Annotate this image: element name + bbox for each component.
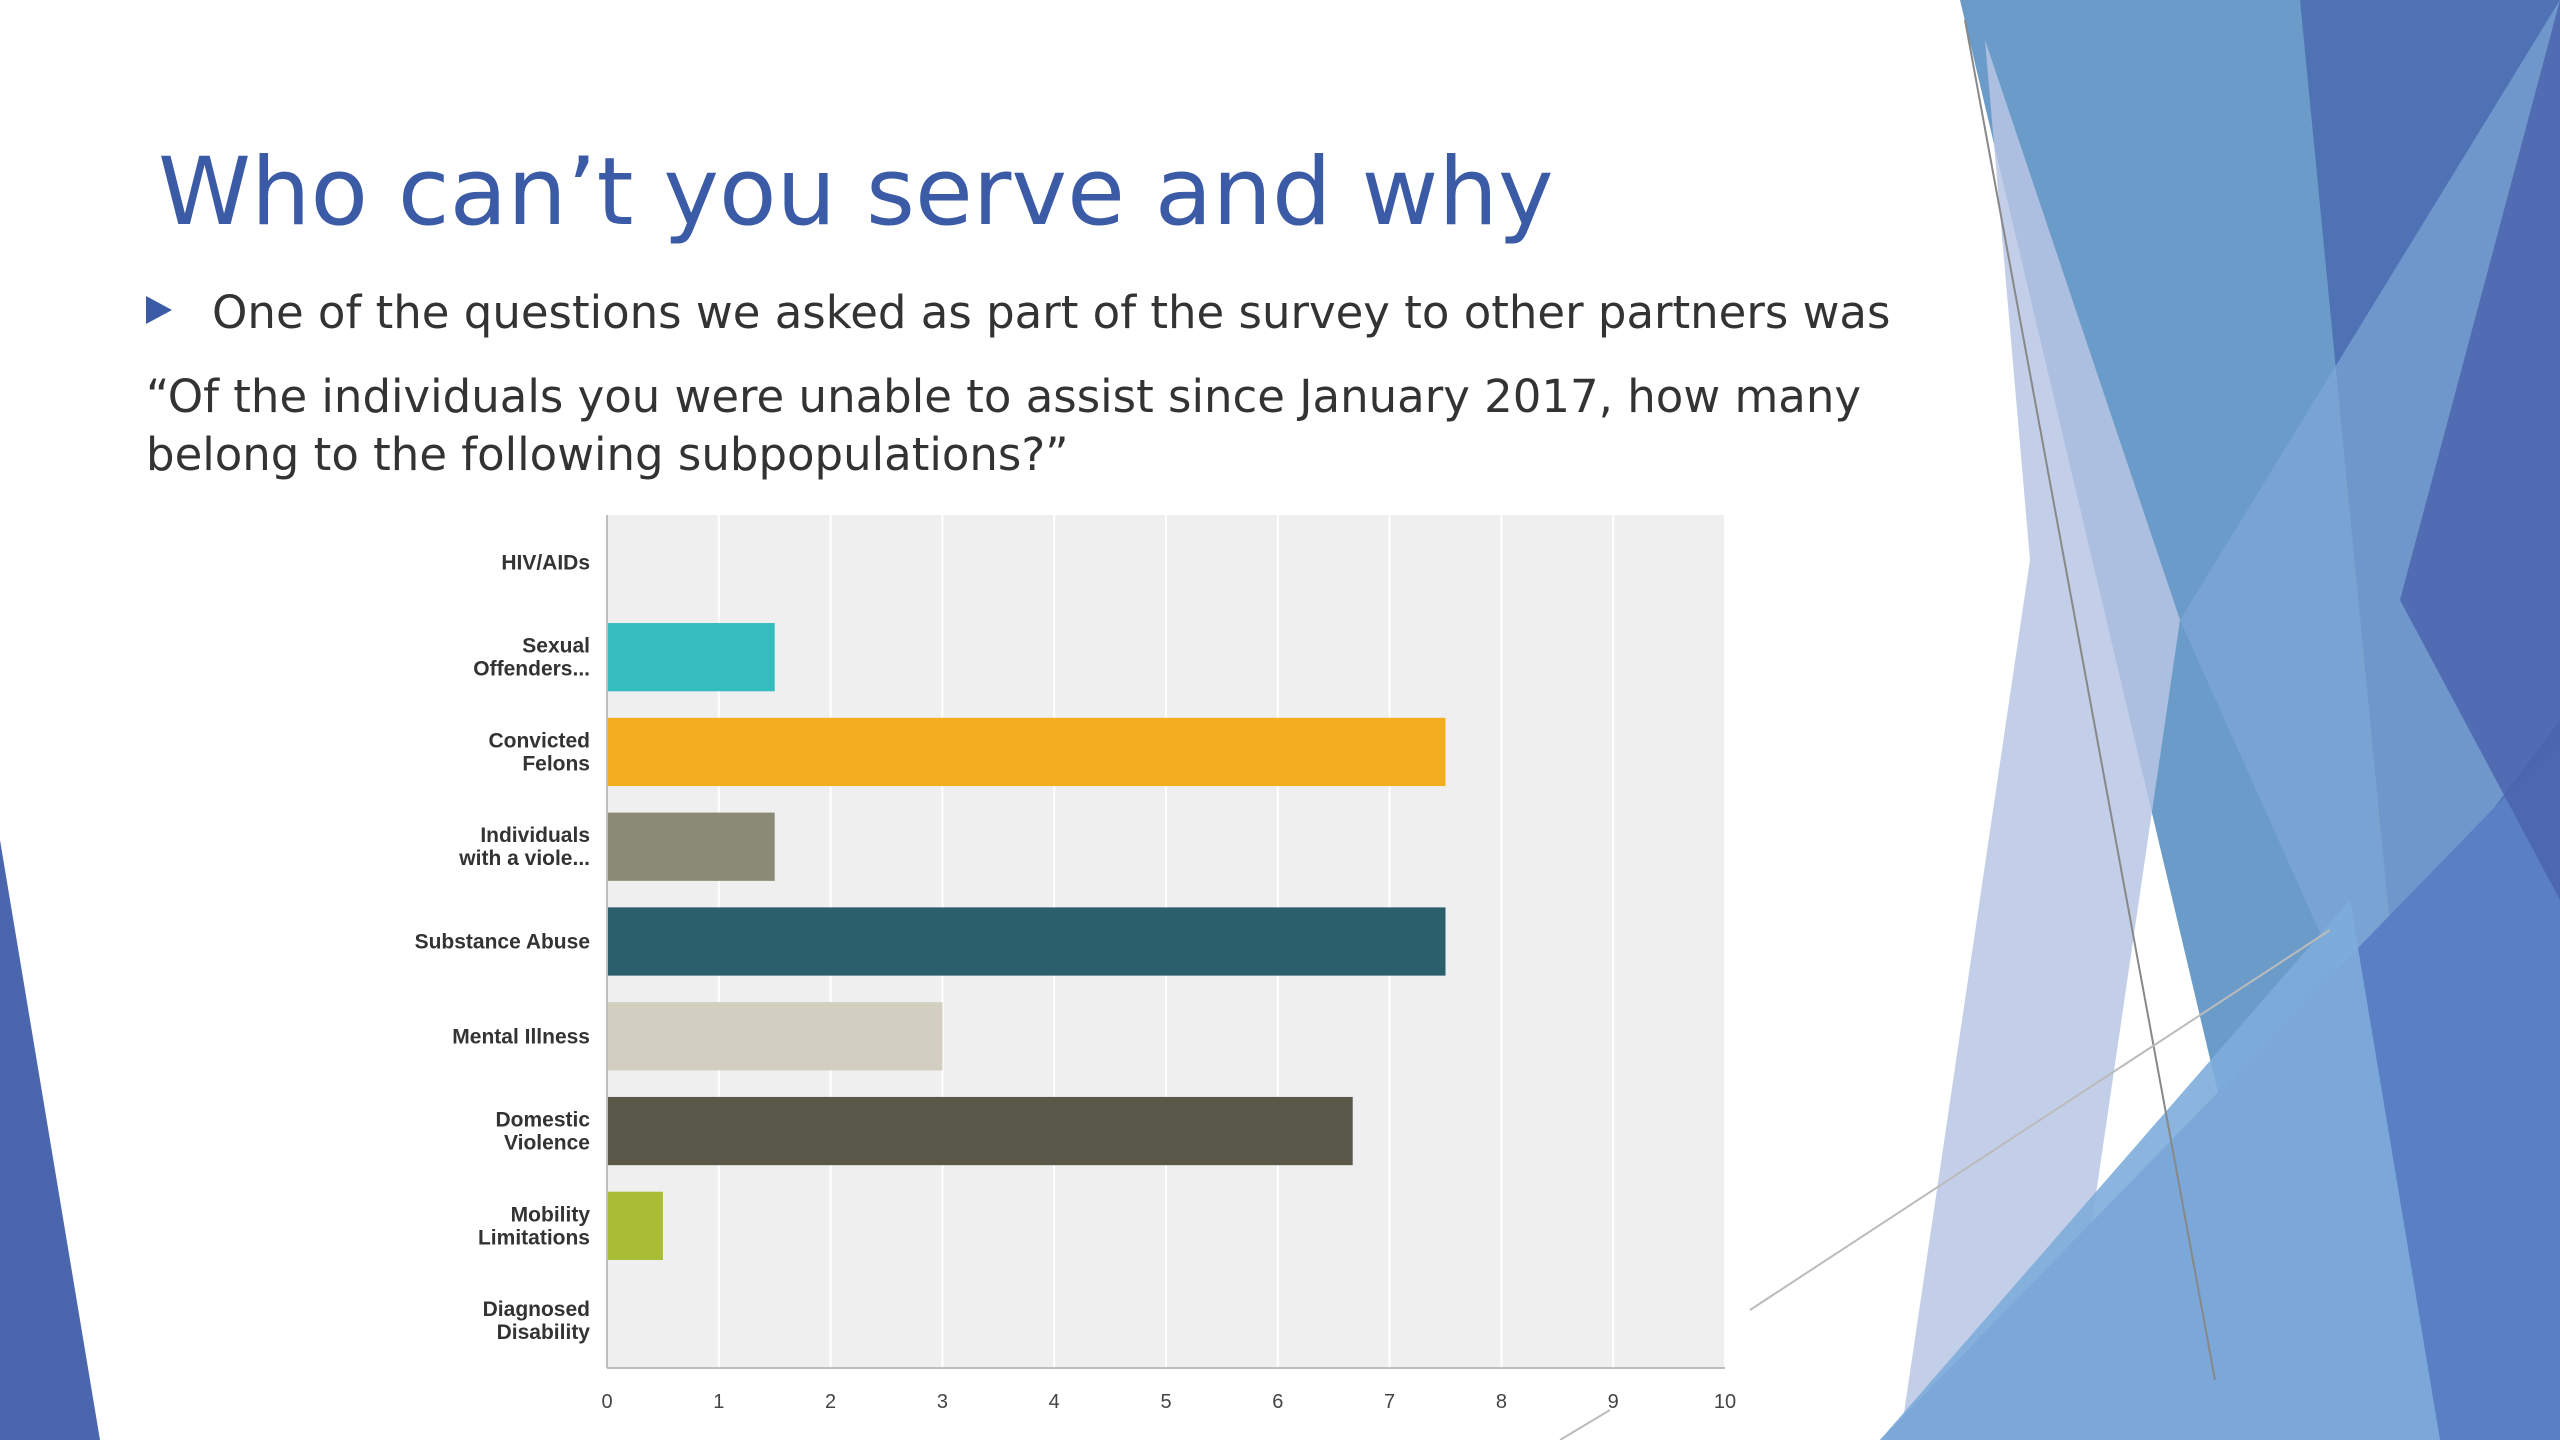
triangle-bullet-icon	[146, 296, 172, 324]
category-label: Mental Illness	[452, 1025, 590, 1048]
x-tick-label: 5	[1160, 1391, 1171, 1413]
right-facet-7	[2400, 0, 2560, 900]
x-tick-label: 2	[825, 1391, 836, 1413]
bullet-text: One of the questions we asked as part of…	[212, 286, 1891, 339]
bar	[608, 812, 775, 881]
bar	[608, 717, 1446, 787]
decor-line-2	[1749, 929, 2331, 1311]
category-label: Substance Abuse	[415, 931, 590, 954]
right-facet-6	[1880, 900, 2440, 1440]
left-edge-shape	[0, 840, 100, 1440]
bar	[608, 623, 775, 692]
bar	[608, 907, 1446, 976]
bullet-item: One of the questions we asked as part of…	[146, 286, 1890, 339]
x-tick-label: 4	[1049, 1391, 1060, 1413]
category-label: Individuals	[480, 824, 590, 847]
category-label: Felons	[522, 752, 590, 775]
survey-question-quote: “Of the individuals you were unable to a…	[146, 370, 1862, 481]
category-label: Disability	[497, 1321, 591, 1344]
right-facet-3	[1900, 40, 2180, 1440]
right-facet-4	[2180, 0, 2560, 1000]
bar	[608, 1191, 663, 1260]
x-tick-label: 0	[601, 1391, 612, 1413]
category-label: Sexual	[522, 635, 590, 658]
x-tick-label: 9	[1608, 1391, 1619, 1413]
x-tick-label: 7	[1384, 1391, 1395, 1413]
x-tick-label: 3	[937, 1391, 948, 1413]
decor-line-3	[1559, 1409, 1611, 1440]
decor-line-1	[1964, 19, 2216, 1381]
category-label: with a viole...	[458, 847, 590, 870]
category-label: Convicted	[488, 729, 590, 752]
category-label: Mobility	[511, 1203, 591, 1226]
x-tick-label: 10	[1714, 1391, 1736, 1413]
category-label: Domestic	[495, 1109, 590, 1132]
category-label: Offenders...	[473, 658, 590, 681]
x-tick-label: 8	[1496, 1391, 1507, 1413]
bar	[608, 1096, 1353, 1166]
category-label: Diagnosed	[483, 1298, 590, 1321]
slide-title: Who can’t you serve and why	[158, 138, 1554, 247]
x-tick-label: 1	[713, 1391, 724, 1413]
category-label: Limitations	[478, 1226, 590, 1249]
category-label: HIV/AIDs	[501, 551, 590, 574]
bar	[608, 1002, 943, 1071]
category-label: Violence	[504, 1132, 590, 1155]
x-tick-label: 6	[1272, 1391, 1283, 1413]
